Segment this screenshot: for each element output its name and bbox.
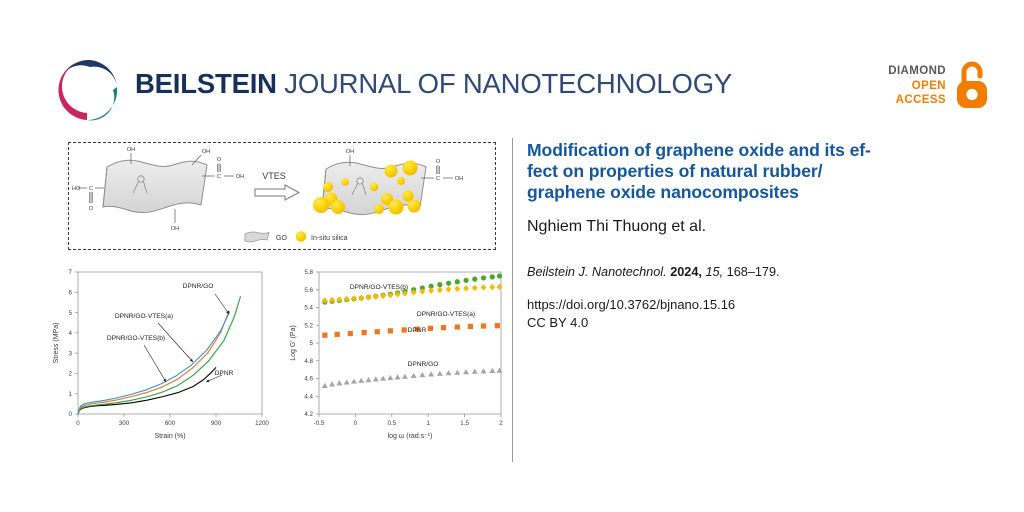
oh-label: OH — [346, 149, 354, 155]
o-label: O — [89, 206, 94, 212]
schematic-legend: GO In-situ silica — [244, 231, 348, 243]
journal-header: BEILSTEIN JOURNAL OF NANOTECHNOLOGY DIAM… — [0, 0, 1024, 138]
journal-title-light: JOURNAL OF NANOTECHNOLOGY — [276, 68, 733, 99]
series-DPNR/GO — [321, 367, 503, 388]
svg-text:900: 900 — [211, 420, 222, 427]
svg-text:5: 5 — [310, 340, 314, 347]
svg-text:1.5: 1.5 — [460, 420, 469, 427]
svg-text:Stress (MPa): Stress (MPa) — [53, 323, 60, 364]
svg-text:DPNR/GO-VTES(b): DPNR/GO-VTES(b) — [107, 335, 165, 342]
svg-text:-0.5: -0.5 — [314, 420, 325, 427]
series-DPNR/GO-VTES(b) — [77, 311, 231, 415]
doi-and-license: https://doi.org/10.3762/bjnano.15.16 CC … — [527, 296, 967, 331]
series-DPNR/GO — [77, 296, 242, 415]
column-divider — [512, 138, 513, 462]
svg-text:6: 6 — [69, 289, 73, 296]
article-citation: Beilstein J. Nanotechnol. 2024, 15, 168–… — [527, 264, 967, 280]
svg-text:5: 5 — [69, 310, 73, 317]
go-sheet-icon — [244, 231, 270, 243]
article-authors: Nghiem Thi Thuong et al. — [527, 218, 707, 235]
svg-text:DPNR: DPNR — [408, 327, 427, 334]
doi-link[interactable]: https://doi.org/10.3762/bjnano.15.16 — [527, 297, 736, 312]
citation-year: 2024, — [670, 265, 702, 279]
ho-label: HO — [72, 186, 81, 192]
legend-silica-label: In-situ silica — [311, 235, 348, 242]
article-title: Modification of graphene oxide and its e… — [527, 140, 951, 203]
svg-text:0.5: 0.5 — [387, 420, 396, 427]
reaction-arrow-icon — [254, 184, 301, 201]
go-sheet-left — [102, 159, 208, 214]
svg-text:1200: 1200 — [255, 420, 269, 427]
o-label: O — [436, 159, 441, 165]
o-label: O — [217, 157, 222, 163]
svg-text:3: 3 — [69, 350, 73, 357]
svg-text:4.6: 4.6 — [304, 376, 313, 383]
svg-text:DPNR/GO-VTES(a): DPNR/GO-VTES(a) — [115, 313, 173, 320]
svg-text:1: 1 — [426, 420, 430, 427]
svg-text:4.4: 4.4 — [304, 393, 313, 400]
storage-modulus-chart: 4.2 4.4 4.6 4.8 5 5.2 5.4 5.6 5.8 -0.5 0 0.5 1 1.5 2 lo… — [283, 262, 511, 452]
journal-title: BEILSTEIN JOURNAL OF NANOTECHNOLOGY — [135, 68, 732, 100]
svg-text:0: 0 — [76, 420, 80, 427]
series-DPNR/GO-VTES(a) — [77, 310, 230, 415]
oh-label: OH — [202, 149, 210, 155]
article-title-line-2: fect on properties of natural rubber/ — [527, 161, 823, 181]
svg-text:600: 600 — [165, 420, 176, 427]
citation-journal: Beilstein J. Nanotechnol. — [527, 265, 667, 279]
series-DPNR — [322, 323, 500, 338]
oh-label: OH — [171, 226, 179, 232]
oa-open-label: OPEN — [911, 79, 946, 92]
open-access-text: DIAMOND OPEN ACCESS — [868, 64, 946, 108]
svg-text:DPNR/GO: DPNR/GO — [183, 283, 214, 290]
svg-text:5.8: 5.8 — [304, 269, 313, 276]
open-access-badge: DIAMOND OPEN ACCESS — [868, 60, 988, 122]
c-label: C — [436, 176, 440, 182]
silica-particles — [313, 160, 421, 215]
article-info-panel: Modification of graphene oxide and its e… — [527, 140, 967, 331]
license-label: CC BY 4.0 — [527, 314, 589, 330]
c-label: C — [217, 174, 221, 180]
silica-particle-icon — [295, 231, 307, 242]
svg-text:1: 1 — [69, 391, 73, 398]
oh-label: OH — [236, 174, 244, 180]
article-title-line-1: Modification of graphene oxide and its e… — [527, 140, 871, 160]
citation-pages: 168–179. — [726, 265, 780, 279]
svg-text:Log G' (Pa): Log G' (Pa) — [290, 325, 297, 361]
legend-go-label: GO — [276, 235, 287, 242]
svg-text:7: 7 — [69, 269, 73, 276]
open-lock-icon — [954, 60, 990, 110]
svg-text:0: 0 — [354, 420, 358, 427]
svg-text:DPNR/GO: DPNR/GO — [408, 361, 439, 368]
svg-text:300: 300 — [119, 420, 130, 427]
journal-title-bold: BEILSTEIN — [135, 68, 277, 99]
c-label: C — [89, 186, 93, 192]
svg-text:DPNR/GO-VTES(b): DPNR/GO-VTES(b) — [350, 284, 408, 291]
svg-text:2: 2 — [499, 420, 503, 427]
series-DPNR — [77, 366, 217, 415]
svg-text:log ω (rad.s⁻¹): log ω (rad.s⁻¹) — [388, 433, 433, 440]
stress-strain-chart: 0 1 2 3 4 5 6 7 0 300 600 900 1200 Strain (%) Stress (… — [48, 262, 273, 452]
svg-text:5.4: 5.4 — [304, 305, 313, 312]
svg-text:5.2: 5.2 — [304, 322, 313, 329]
svg-text:5.6: 5.6 — [304, 287, 313, 294]
beilstein-logo-icon — [57, 57, 123, 123]
svg-text:4: 4 — [69, 330, 73, 337]
graphene-oxide-scheme: OH OH OH C O OH C O HO VTES — [68, 142, 496, 250]
svg-text:4.8: 4.8 — [304, 358, 313, 365]
article-title-line-3: graphene oxide nanocomposites — [527, 182, 799, 202]
svg-text:Strain (%): Strain (%) — [154, 433, 185, 440]
svg-text:DPNR/GO-VTES(a): DPNR/GO-VTES(a) — [417, 311, 475, 318]
svg-text:2: 2 — [69, 371, 73, 378]
svg-text:0: 0 — [69, 411, 73, 418]
oa-diamond-label: DIAMOND — [888, 65, 946, 77]
vtes-label: VTES — [262, 171, 286, 181]
citation-volume: 15, — [705, 265, 724, 279]
svg-text:DPNR: DPNR — [215, 370, 234, 377]
oh-label: OH — [127, 147, 135, 153]
svg-text:4.2: 4.2 — [304, 411, 313, 418]
oh-label: OH — [455, 176, 463, 182]
oa-access-label: ACCESS — [895, 94, 946, 106]
